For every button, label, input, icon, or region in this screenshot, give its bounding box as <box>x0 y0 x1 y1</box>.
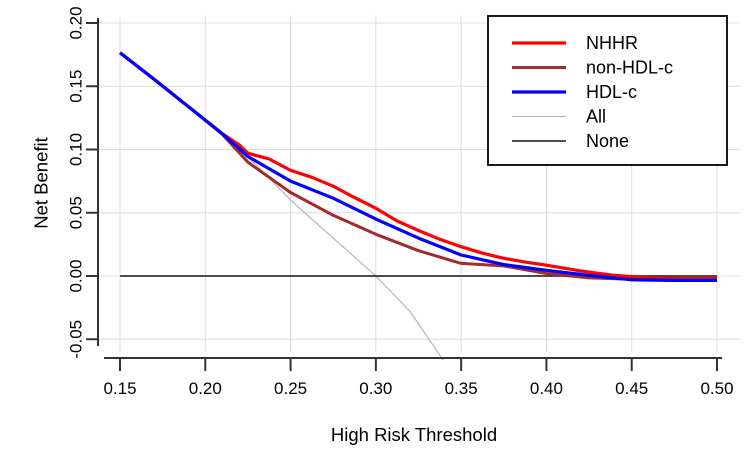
axes: -0.05 0.00 0.05 0.10 0.15 0.20 0.15 0.20 0.25 0.3… <box>67 6 734 398</box>
x-tick-label: 0.25 <box>274 379 307 398</box>
legend-label-3: All <box>586 107 606 127</box>
x-tick-label: 0.20 <box>189 379 222 398</box>
y-tick-label: -0.05 <box>67 320 86 359</box>
x-tick-label: 0.15 <box>103 379 136 398</box>
y-tick-label: 0.15 <box>67 70 86 103</box>
legend: NHHR non-HDL-c HDL-c All None <box>487 15 728 166</box>
x-tick-label: 0.50 <box>700 379 733 398</box>
legend-label-0: NHHR <box>586 33 638 53</box>
series-lines <box>119 51 717 361</box>
series-line-nhhr <box>119 51 717 281</box>
y-tick-label: 0.10 <box>67 133 86 166</box>
series-line-all <box>119 52 444 361</box>
series-line-hdl-c <box>119 51 717 282</box>
x-tick-label: 0.45 <box>615 379 648 398</box>
y-tick-label: 0.05 <box>67 196 86 229</box>
legend-label-4: None <box>586 131 629 151</box>
y-tick-label: 0.20 <box>67 6 86 39</box>
legend-label-2: HDL-c <box>586 82 637 102</box>
x-tick-label: 0.40 <box>530 379 563 398</box>
y-axis-title: Net Benefit <box>31 137 52 229</box>
legend-label-1: non-HDL-c <box>586 58 673 78</box>
x-tick-label: 0.30 <box>359 379 392 398</box>
x-axis-title: High Risk Threshold <box>331 424 497 445</box>
x-tick-label: 0.35 <box>445 379 478 398</box>
y-tick-label: 0.00 <box>67 259 86 292</box>
